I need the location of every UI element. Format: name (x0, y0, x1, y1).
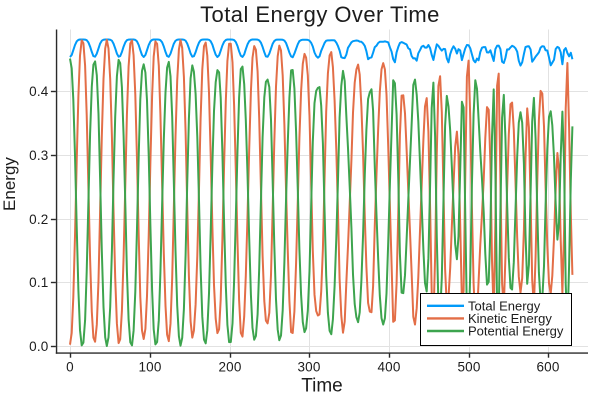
svg-text:Kinetic Energy: Kinetic Energy (468, 311, 552, 326)
svg-text:Energy: Energy (0, 157, 19, 211)
svg-text:Time: Time (301, 376, 343, 397)
svg-text:0.0: 0.0 (29, 339, 48, 354)
svg-text:200: 200 (218, 359, 241, 374)
svg-text:0.1: 0.1 (29, 275, 48, 290)
svg-text:0: 0 (66, 359, 74, 374)
svg-text:0.4: 0.4 (29, 84, 49, 99)
svg-text:0.3: 0.3 (29, 148, 48, 163)
svg-text:Total Energy: Total Energy (468, 298, 541, 313)
svg-text:Potential Energy: Potential Energy (468, 324, 564, 339)
svg-text:0.2: 0.2 (29, 212, 48, 227)
svg-text:400: 400 (377, 359, 400, 374)
svg-text:300: 300 (297, 359, 320, 374)
svg-text:Total Energy Over Time: Total Energy Over Time (200, 2, 440, 27)
svg-text:500: 500 (457, 359, 480, 374)
svg-text:100: 100 (138, 359, 161, 374)
svg-text:600: 600 (536, 359, 559, 374)
